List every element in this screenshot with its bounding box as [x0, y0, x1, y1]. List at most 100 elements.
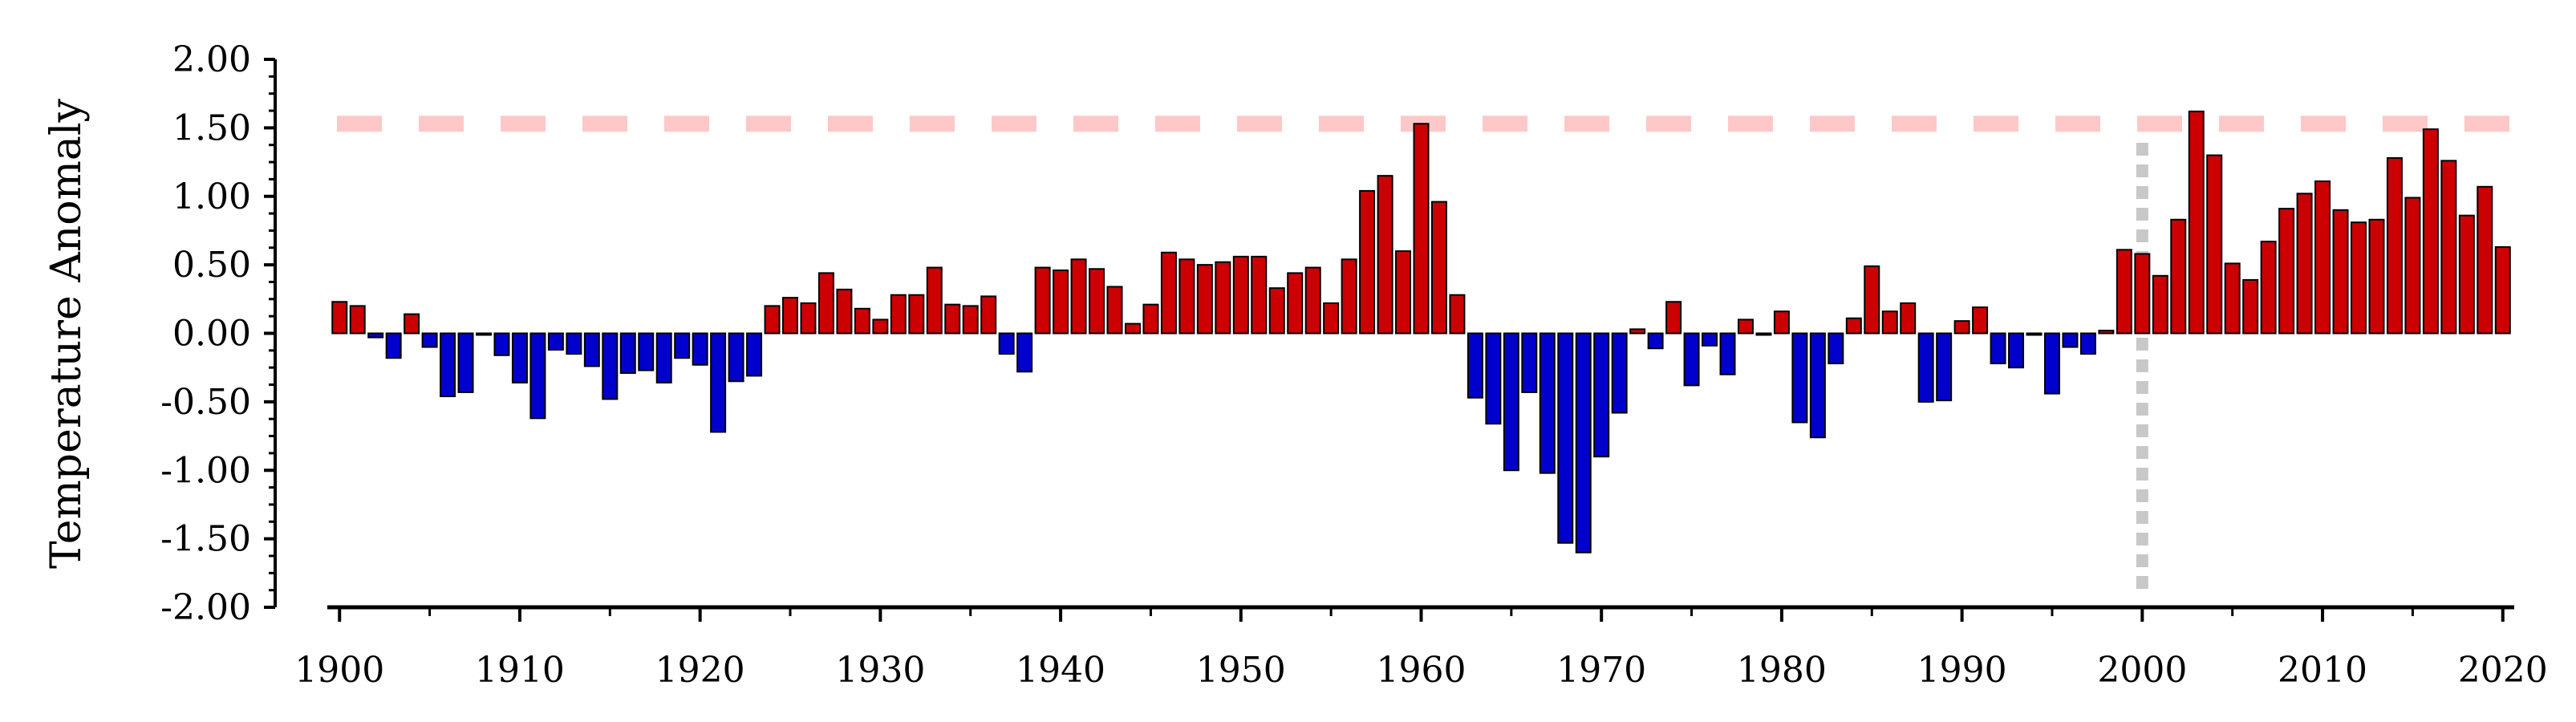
bar-1942 — [1089, 268, 1105, 335]
bar-1999 — [2116, 249, 2132, 335]
y-tick-label: 0.00 — [172, 314, 251, 355]
bar-1972 — [1629, 328, 1646, 335]
bar-1932 — [908, 294, 925, 335]
bar-1982 — [1809, 332, 1826, 439]
bar-1914 — [583, 332, 600, 367]
bar-1960 — [1413, 123, 1430, 335]
bar-1935 — [962, 305, 979, 335]
x-tick-label: 2000 — [2097, 650, 2187, 691]
bar-1996 — [2062, 332, 2079, 348]
y-tick-label: 2.00 — [172, 39, 251, 80]
x-tick-label: 1920 — [655, 650, 745, 691]
bar-2008 — [2278, 208, 2295, 335]
bar-1958 — [1377, 175, 1393, 335]
bar-1977 — [1719, 332, 1736, 375]
bar-1945 — [1142, 303, 1159, 335]
bar-1948 — [1196, 264, 1213, 335]
bar-2001 — [2152, 274, 2168, 335]
y-tick-label: -0.50 — [160, 382, 251, 423]
bar-1906 — [440, 332, 456, 398]
bar-2015 — [2404, 197, 2421, 335]
bar-1965 — [1503, 332, 1519, 472]
y-axis-title: Temperature Anomaly — [43, 98, 91, 568]
bar-1910 — [511, 332, 528, 383]
x-tick-label: 1910 — [475, 650, 565, 691]
bar-1950 — [1232, 255, 1249, 335]
y-tick-label: 1.50 — [172, 107, 251, 148]
bar-1922 — [728, 332, 744, 383]
bar-1970 — [1593, 332, 1610, 458]
bar-1983 — [1828, 332, 1844, 365]
bar-1995 — [2044, 332, 2060, 395]
bar-1909 — [493, 332, 510, 356]
bar-1912 — [547, 332, 564, 351]
bar-series — [331, 110, 2511, 554]
bar-2005 — [2224, 262, 2241, 335]
x-tick-label: 1980 — [1737, 650, 1827, 691]
bar-1928 — [836, 288, 853, 335]
x-tick-label: 1990 — [1917, 650, 2007, 691]
bar-1963 — [1466, 332, 1483, 399]
bar-1911 — [529, 332, 546, 420]
x-tick-label: 1960 — [1377, 650, 1466, 691]
bar-1908 — [476, 332, 493, 336]
bar-1968 — [1557, 332, 1574, 544]
bar-1951 — [1251, 255, 1268, 335]
bar-2002 — [2170, 218, 2187, 335]
bar-1917 — [638, 332, 655, 371]
bar-1984 — [1845, 317, 1862, 335]
bar-1939 — [1034, 266, 1051, 335]
y-axis-title-group: Temperature Anomaly — [43, 98, 91, 568]
bar-1987 — [1900, 302, 1917, 335]
bar-1980 — [1773, 310, 1790, 335]
bar-1994 — [2026, 332, 2043, 336]
bar-2019 — [2477, 185, 2493, 335]
bar-1992 — [1990, 332, 2006, 365]
bar-1919 — [674, 332, 691, 359]
bar-1904 — [404, 313, 420, 335]
bar-1905 — [421, 332, 438, 348]
bar-1985 — [1864, 265, 1880, 335]
x-tick-label: 2010 — [2278, 650, 2367, 691]
x-tick-label: 1930 — [835, 650, 925, 691]
bar-1938 — [1016, 332, 1033, 373]
x-tick-label: 1940 — [1016, 650, 1105, 691]
bar-2014 — [2386, 156, 2403, 335]
bar-1966 — [1521, 332, 1538, 393]
bar-1940 — [1053, 269, 1069, 335]
bar-1974 — [1665, 301, 1682, 335]
bar-1934 — [944, 303, 961, 335]
bar-1915 — [602, 332, 619, 400]
bar-1955 — [1323, 302, 1340, 335]
bar-1973 — [1647, 332, 1664, 350]
bar-1993 — [2008, 332, 2025, 369]
y-tick-label: -1.50 — [160, 519, 251, 560]
bar-1941 — [1070, 258, 1087, 335]
y-tick-label: -2.00 — [160, 587, 251, 628]
bar-2006 — [2242, 278, 2259, 335]
bar-1967 — [1539, 332, 1556, 474]
bar-1924 — [764, 305, 781, 335]
bar-2013 — [2368, 218, 2385, 335]
x-tick-label: 1970 — [1556, 650, 1646, 691]
bar-2012 — [2351, 221, 2367, 335]
bar-1981 — [1791, 332, 1808, 424]
bar-1971 — [1611, 332, 1628, 414]
x-tick-label: 2020 — [2458, 650, 2548, 691]
bar-1975 — [1683, 332, 1700, 387]
bar-1902 — [367, 332, 384, 339]
bar-1964 — [1485, 332, 1502, 425]
bar-1930 — [872, 318, 889, 335]
bar-1916 — [619, 332, 636, 375]
bar-1931 — [890, 294, 907, 335]
bar-1952 — [1268, 287, 1285, 335]
bar-2011 — [2332, 209, 2349, 335]
bar-1986 — [1881, 310, 1898, 335]
bar-1944 — [1124, 322, 1141, 335]
y-tick-label: -1.00 — [160, 450, 251, 491]
bar-2004 — [2206, 154, 2223, 335]
bar-1903 — [385, 332, 402, 359]
y-tick-label: 0.50 — [172, 245, 251, 286]
